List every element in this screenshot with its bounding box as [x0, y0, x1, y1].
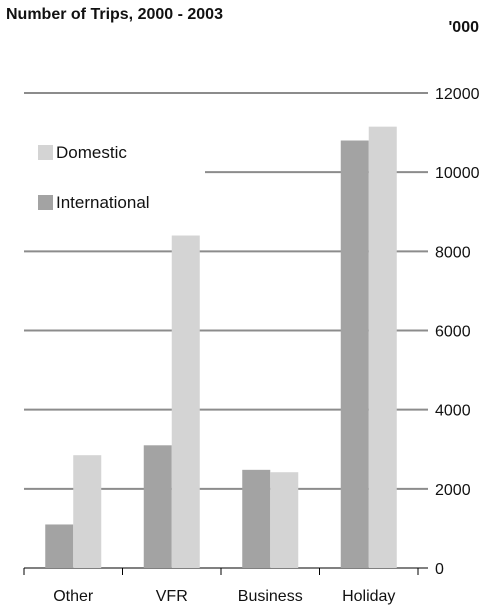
bar-domestic-other	[73, 455, 102, 568]
bar-domestic-business	[270, 472, 299, 568]
y-tick-label-2000: 2000	[435, 482, 471, 499]
chart-title: Number of Trips, 2000 - 2003	[6, 6, 223, 23]
x-tick-label-other: Other	[53, 588, 94, 605]
bar-international-vfr	[143, 445, 172, 568]
x-tick-label-vfr: VFR	[156, 588, 188, 605]
bar-domestic-holiday	[368, 126, 397, 568]
bar-international-business	[242, 469, 271, 568]
y-tick-label-10000: 10000	[435, 165, 480, 182]
y-tick-label-12000: 12000	[435, 86, 480, 103]
x-tick-label-business: Business	[238, 588, 303, 605]
y-tick-label-4000: 4000	[435, 403, 471, 420]
bar-domestic-vfr	[171, 235, 200, 568]
unit-label: '000	[448, 19, 480, 36]
legend-swatch-international	[38, 195, 53, 210]
y-tick-label-8000: 8000	[435, 244, 471, 261]
x-tick-label-holiday: Holiday	[342, 588, 395, 605]
legend-swatch-domestic	[38, 145, 53, 160]
bar-international-holiday	[340, 140, 369, 568]
legend-label-domestic: Domestic	[56, 143, 127, 162]
y-tick-label-0: 0	[435, 561, 444, 578]
legend-label-international: International	[56, 193, 150, 212]
y-tick-label-6000: 6000	[435, 324, 471, 341]
bar-international-other	[45, 524, 74, 568]
